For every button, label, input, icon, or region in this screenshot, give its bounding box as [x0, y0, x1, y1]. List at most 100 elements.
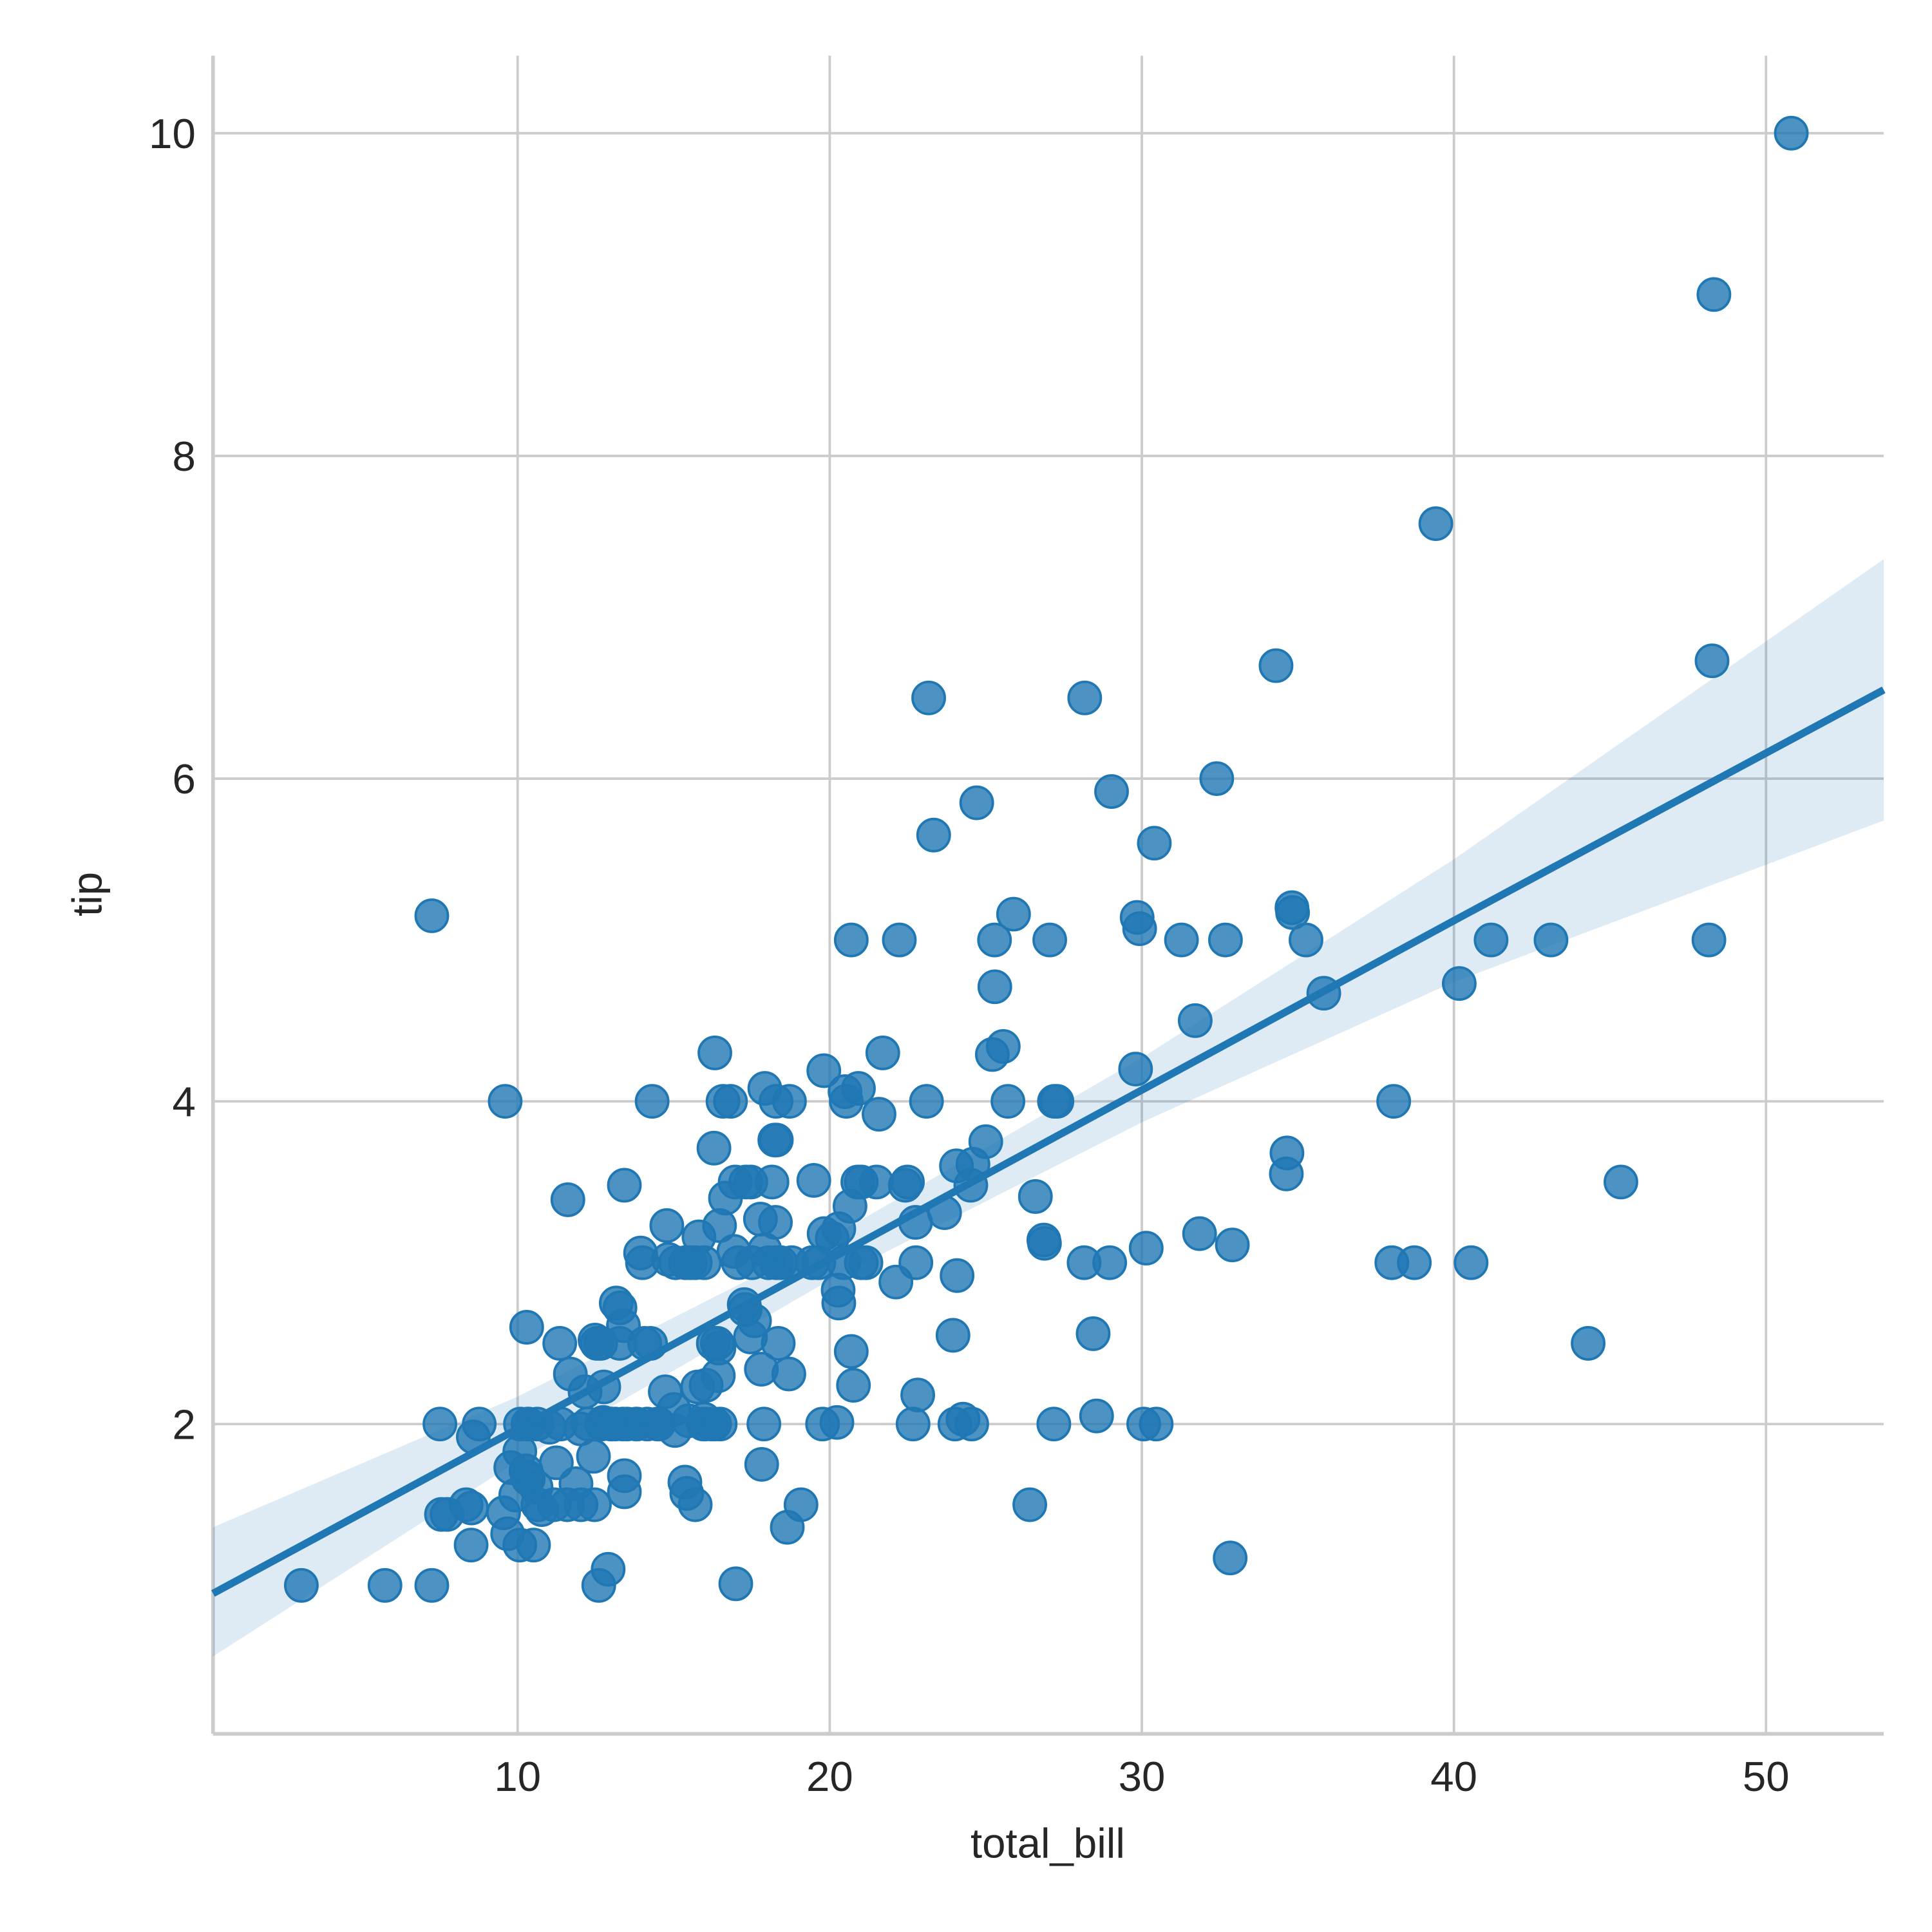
point: [1079, 1398, 1114, 1434]
point: [977, 922, 1012, 958]
point: [1213, 1540, 1248, 1576]
point: [634, 1084, 670, 1119]
point: [771, 1356, 806, 1392]
point: [502, 1528, 538, 1563]
point: [996, 896, 1031, 932]
point: [283, 1567, 319, 1603]
point: [1066, 1245, 1102, 1280]
point: [1269, 1135, 1305, 1171]
point: [524, 1492, 560, 1527]
point: [758, 1205, 793, 1240]
point: [1128, 1231, 1164, 1266]
point: [909, 1084, 944, 1119]
point: [677, 1487, 713, 1522]
point: [581, 1567, 616, 1603]
point: [833, 922, 869, 958]
point: [493, 1450, 529, 1485]
point: [1119, 900, 1155, 935]
point: [639, 1406, 675, 1442]
point: [1397, 1245, 1432, 1280]
x-tick-label: 50: [1743, 1753, 1790, 1800]
x-tick-label: 20: [806, 1753, 853, 1800]
point: [718, 1566, 753, 1602]
point: [1696, 277, 1732, 312]
point: [757, 1122, 793, 1158]
point: [1441, 966, 1477, 1001]
point: [701, 1358, 736, 1393]
point: [542, 1326, 578, 1361]
point: [696, 1326, 731, 1361]
point: [959, 785, 994, 820]
point: [1039, 1084, 1075, 1119]
y-axis-label: tip: [64, 872, 111, 916]
point: [968, 1124, 1003, 1159]
point: [1275, 895, 1311, 930]
point: [974, 1037, 1010, 1072]
point: [1774, 115, 1809, 151]
y-tick-label: 4: [172, 1078, 195, 1125]
point: [422, 1406, 458, 1442]
point: [625, 1245, 660, 1280]
point: [648, 1374, 683, 1410]
y-tick-label: 10: [149, 110, 196, 157]
point: [805, 1406, 840, 1442]
point: [414, 1567, 450, 1603]
y-tick-label: 6: [172, 755, 195, 802]
point: [1094, 774, 1129, 809]
point: [754, 1164, 790, 1200]
point: [488, 1084, 523, 1119]
point: [1164, 922, 1199, 958]
point: [940, 1258, 975, 1293]
point: [414, 898, 450, 933]
x-axis-label: total_bill: [971, 1820, 1125, 1867]
point: [1215, 1227, 1250, 1263]
y-tick-label: 2: [172, 1401, 195, 1448]
x-tick-label: 40: [1430, 1753, 1477, 1800]
point: [1075, 1316, 1111, 1351]
point: [900, 1378, 935, 1413]
point: [367, 1567, 402, 1603]
point: [806, 1053, 842, 1088]
point: [1199, 761, 1235, 796]
point: [602, 1290, 638, 1325]
point: [697, 1036, 732, 1070]
point: [430, 1497, 465, 1532]
point: [840, 1164, 875, 1200]
point: [649, 1208, 685, 1243]
point: [1571, 1326, 1605, 1361]
point: [744, 1446, 779, 1482]
point: [916, 817, 951, 853]
point: [829, 1084, 864, 1119]
point: [1208, 922, 1243, 958]
point: [734, 1245, 770, 1280]
point: [977, 969, 1012, 1005]
point: [770, 1510, 805, 1545]
point: [1126, 1406, 1161, 1442]
point: [990, 1084, 1026, 1119]
point: [672, 1245, 708, 1280]
point: [1026, 1222, 1061, 1258]
point: [937, 1406, 972, 1442]
point: [1067, 680, 1103, 715]
point: [538, 1445, 574, 1481]
point: [671, 1403, 706, 1439]
point: [550, 1182, 585, 1217]
point: [833, 1334, 869, 1369]
point: [935, 1318, 971, 1353]
point: [453, 1528, 489, 1563]
point: [1012, 1487, 1047, 1522]
point: [746, 1406, 782, 1442]
point: [1604, 1164, 1638, 1200]
point: [1258, 648, 1294, 683]
point: [1473, 922, 1509, 958]
point: [865, 1036, 900, 1070]
point: [1418, 506, 1454, 542]
point: [911, 680, 946, 715]
point: [1036, 1406, 1072, 1442]
point: [1533, 922, 1569, 958]
point: [1691, 922, 1727, 958]
x-tick-label: 10: [494, 1753, 541, 1800]
point: [1137, 826, 1172, 861]
point: [1376, 1084, 1412, 1119]
